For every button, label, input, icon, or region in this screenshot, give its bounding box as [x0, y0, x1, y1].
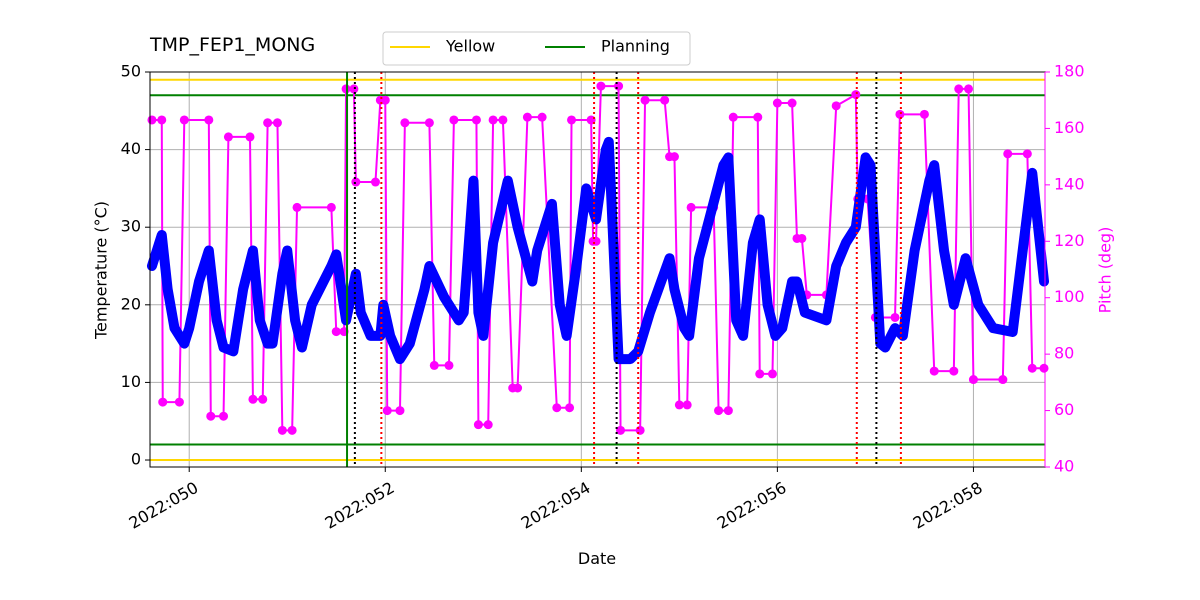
series-marker — [565, 403, 575, 413]
series-marker — [424, 118, 434, 128]
series-marker — [263, 118, 273, 128]
legend-box — [382, 31, 691, 66]
series-marker — [635, 425, 645, 435]
series-marker — [429, 360, 439, 370]
series-marker — [382, 406, 392, 416]
series-marker — [157, 115, 167, 125]
series-marker — [1003, 149, 1013, 159]
series-marker — [1022, 149, 1032, 159]
series-marker — [483, 420, 493, 430]
series-marker — [245, 132, 255, 142]
series-marker — [640, 95, 650, 105]
series-marker — [660, 95, 670, 105]
series-marker — [890, 312, 900, 322]
series-marker — [471, 115, 481, 125]
series-marker — [174, 397, 184, 407]
y-tick-label: 50 — [121, 62, 141, 81]
series-marker — [488, 115, 498, 125]
series-marker — [714, 406, 724, 416]
series-marker — [370, 177, 380, 187]
series-marker — [895, 109, 905, 119]
chart-title: TMP_FEP1_MONG — [149, 34, 315, 56]
y-tick-label: 0 — [131, 450, 141, 469]
series-marker — [797, 233, 807, 243]
series-marker — [204, 115, 214, 125]
legend-label: Yellow — [445, 37, 495, 56]
y2-tick-label: 80 — [1054, 344, 1074, 363]
series-marker — [682, 400, 692, 410]
series-marker — [753, 112, 763, 122]
series-marker — [1027, 363, 1037, 373]
series-marker — [444, 360, 454, 370]
series-marker — [1039, 363, 1049, 373]
y2-tick-label: 120 — [1054, 231, 1085, 250]
y2-tick-label: 60 — [1054, 400, 1074, 419]
y2-tick-label: 40 — [1054, 457, 1074, 476]
series-marker — [614, 81, 624, 91]
series-marker — [498, 115, 508, 125]
series-marker — [929, 366, 939, 376]
series-marker — [147, 115, 157, 125]
series-marker — [669, 152, 679, 162]
legend-label: Planning — [601, 37, 670, 56]
series-marker — [292, 202, 302, 212]
series-marker — [831, 101, 841, 111]
y-tick-label: 10 — [121, 372, 141, 391]
series-marker — [449, 115, 459, 125]
series-marker — [395, 406, 405, 416]
series-marker — [591, 236, 601, 246]
series-marker — [248, 394, 258, 404]
series-marker — [616, 425, 626, 435]
series-marker — [552, 403, 562, 413]
series-marker — [964, 84, 974, 94]
y-tick-label: 20 — [121, 294, 141, 313]
y2-tick-label: 160 — [1054, 118, 1085, 137]
y2-axis-label: Pitch (deg) — [1096, 227, 1115, 314]
series-marker — [567, 115, 577, 125]
series-marker — [919, 109, 929, 119]
series-marker — [473, 420, 483, 430]
y2-tick-label: 180 — [1054, 62, 1085, 81]
series-marker — [723, 406, 733, 416]
series-marker — [674, 400, 684, 410]
series-marker — [277, 425, 287, 435]
y2-tick-label: 140 — [1054, 174, 1085, 193]
series-marker — [851, 90, 861, 100]
legend: Yellow Planning — [382, 31, 691, 66]
series-marker — [206, 411, 216, 421]
series-marker — [522, 112, 532, 122]
series-marker — [954, 84, 964, 94]
series-marker — [968, 375, 978, 385]
series-marker — [326, 202, 336, 212]
series-marker — [272, 118, 282, 128]
y-tick-label: 30 — [121, 217, 141, 236]
series-marker — [223, 132, 233, 142]
series-line — [146, 136, 1050, 365]
series-marker — [287, 425, 297, 435]
series-marker — [596, 81, 606, 91]
series-marker — [998, 375, 1008, 385]
series-marker — [219, 411, 229, 421]
series-marker — [158, 397, 168, 407]
series-marker — [728, 112, 738, 122]
series-marker — [686, 202, 696, 212]
series-marker — [179, 115, 189, 125]
series-marker — [400, 118, 410, 128]
y-axis-label: Temperature (°C) — [92, 201, 111, 340]
series-marker — [949, 366, 959, 376]
series-marker — [331, 327, 341, 337]
series-marker — [767, 369, 777, 379]
series-marker — [772, 98, 782, 108]
series-marker — [380, 95, 390, 105]
series-marker — [787, 98, 797, 108]
series-marker — [258, 394, 268, 404]
series-marker — [537, 112, 547, 122]
y2-tick-label: 100 — [1054, 287, 1085, 306]
series-marker — [755, 369, 765, 379]
x-axis-label: Date — [578, 549, 616, 568]
y-tick-label: 40 — [121, 139, 141, 158]
series-marker — [513, 383, 523, 393]
